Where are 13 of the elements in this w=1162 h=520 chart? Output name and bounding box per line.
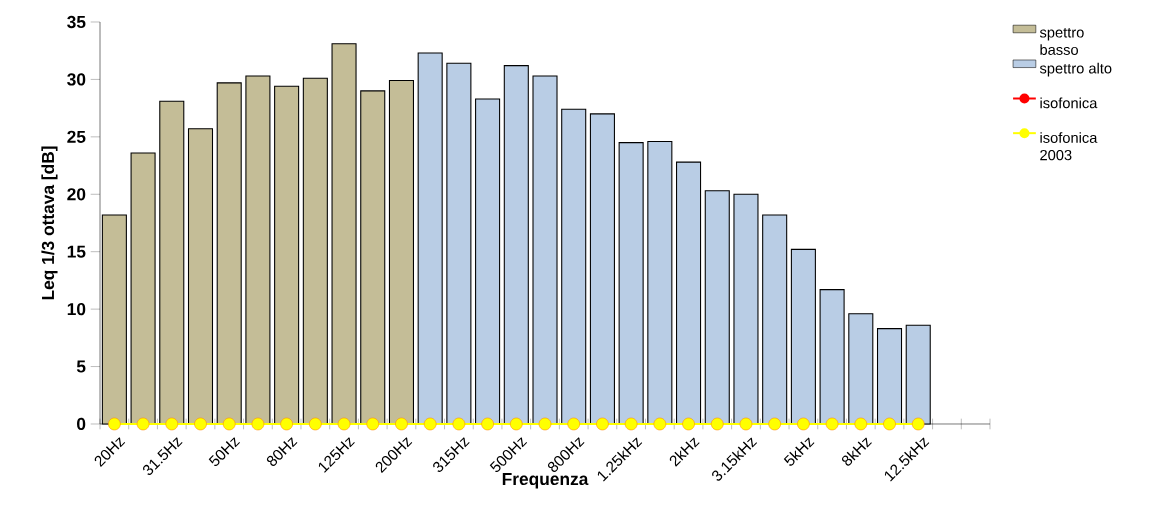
y-axis-title: Leq 1/3 ottava [dB] xyxy=(41,146,58,300)
y-tick-label: 0 xyxy=(77,417,86,431)
legend-label: spettro alto xyxy=(1039,62,1112,77)
legend-label: isofonica 2003 xyxy=(1040,132,1098,161)
y-tick-label: 20 xyxy=(67,188,86,201)
y-tick-label: 10 xyxy=(67,302,86,316)
y-tick-label: 35 xyxy=(67,15,86,29)
y-tick-label: 30 xyxy=(67,73,86,86)
x-axis-title: Frequenza xyxy=(502,473,589,489)
y-tick-label: 25 xyxy=(67,130,86,143)
y-tick-label: 15 xyxy=(67,245,86,258)
y-tick-label: 5 xyxy=(76,360,86,373)
legend-label: isofonica xyxy=(1040,97,1098,109)
